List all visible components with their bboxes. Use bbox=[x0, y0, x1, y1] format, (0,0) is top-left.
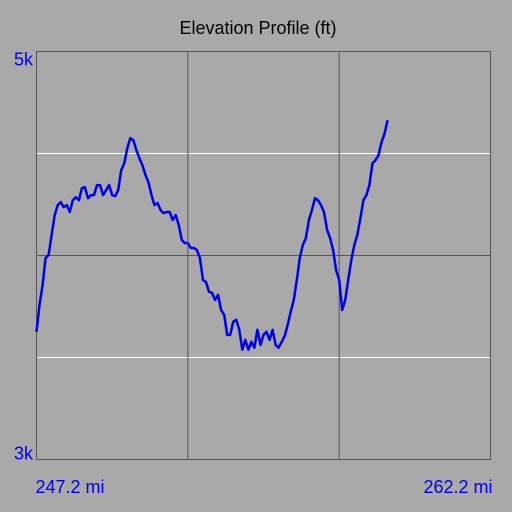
chart-title: Elevation Profile (ft) bbox=[179, 18, 336, 38]
y-tick-label: 5k bbox=[14, 49, 34, 69]
grid bbox=[36, 51, 491, 460]
plot-frame bbox=[36, 51, 491, 460]
x-tick-label: 247.2 mi bbox=[36, 477, 105, 497]
elevation-line bbox=[35, 119, 389, 351]
x-tick-label: 262.2 mi bbox=[423, 477, 492, 497]
y-tick-label: 3k bbox=[14, 443, 34, 463]
lines bbox=[35, 119, 389, 351]
